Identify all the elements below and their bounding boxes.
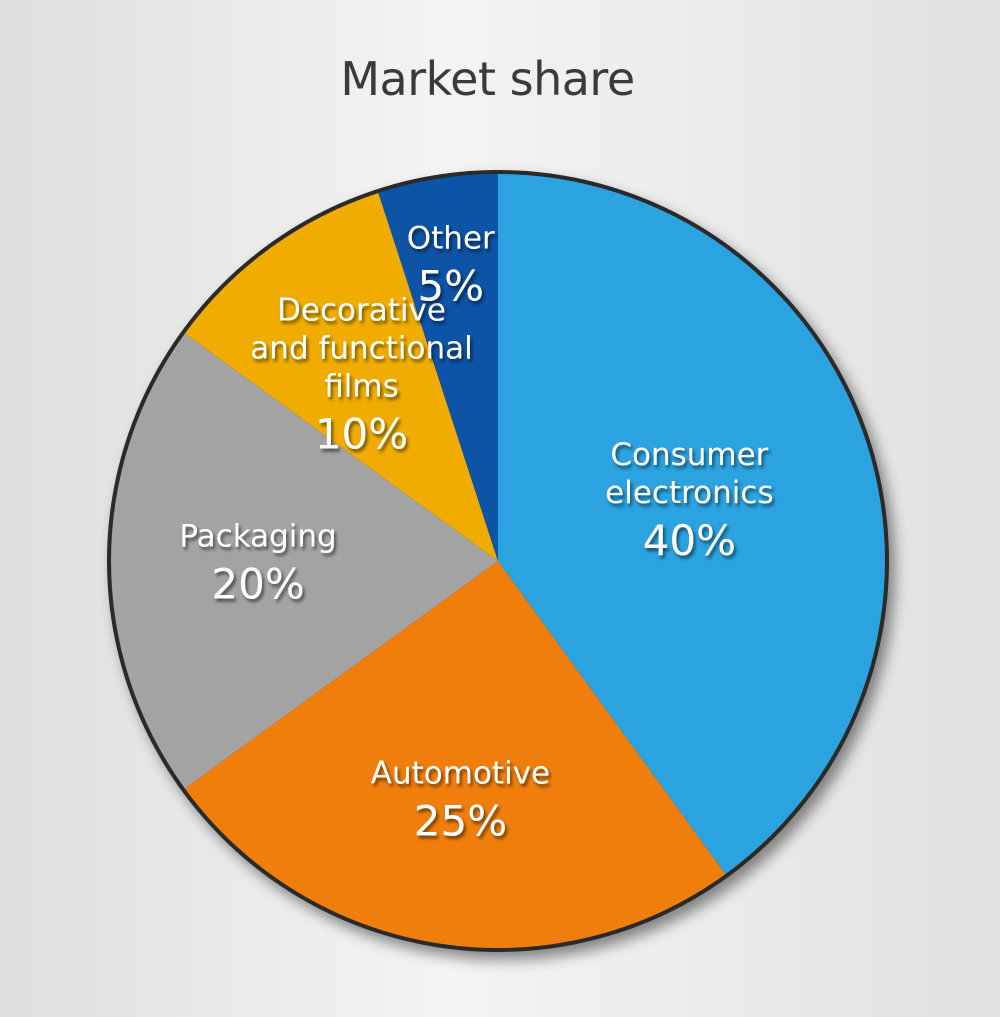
pie-slice-other bbox=[378, 174, 498, 561]
slice-value: 10% bbox=[315, 410, 408, 459]
slice-value: 5% bbox=[417, 261, 484, 310]
slice-label: Other bbox=[407, 220, 495, 256]
chart-title: Market share bbox=[340, 52, 635, 106]
pie-slice-packaging bbox=[110, 333, 498, 789]
slice-value: 40% bbox=[643, 516, 736, 565]
slice-value: 20% bbox=[211, 559, 304, 608]
slice-label-group: Automotive 25% bbox=[371, 755, 550, 845]
slice-label: Packaging bbox=[179, 518, 336, 554]
pie-slice-automotive bbox=[184, 561, 726, 948]
slice-label: Consumer bbox=[610, 437, 768, 473]
slice-label: and functional bbox=[250, 331, 472, 367]
slice-label: films bbox=[324, 369, 399, 405]
slice-value: 25% bbox=[414, 796, 507, 845]
slice-label: electronics bbox=[605, 475, 773, 511]
slice-label-group: Other 5% bbox=[407, 220, 495, 310]
pie-slice-consumer-electronics bbox=[498, 174, 886, 875]
pie-slice-decorative-and-functional-films bbox=[184, 192, 499, 561]
slice-label: Decorative bbox=[277, 293, 446, 329]
slice-label-group: Packaging 20% bbox=[179, 518, 336, 608]
slice-label: Automotive bbox=[371, 755, 550, 791]
